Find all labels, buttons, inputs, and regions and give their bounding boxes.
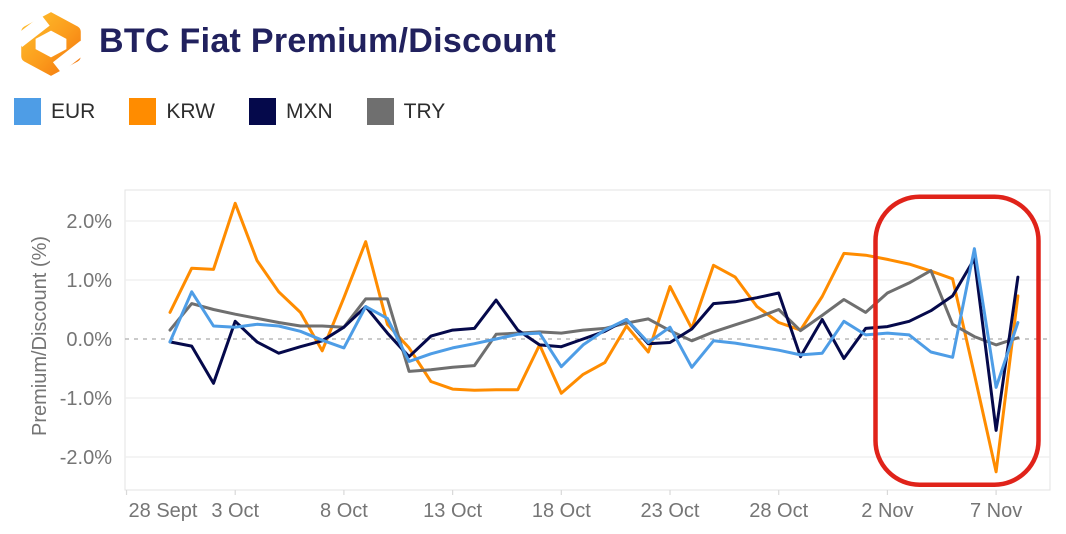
legend-item-krw[interactable]: KRW	[129, 98, 215, 125]
x-axis-tick-label: 28 Oct	[749, 500, 808, 522]
legend-label-mxn: MXN	[285, 99, 333, 123]
x-axis-tick-label: 28 Sept	[129, 500, 198, 522]
y-axis-tick-label: -1.0%	[60, 388, 112, 410]
legend-label-krw: KRW	[166, 99, 215, 123]
y-axis-tick-label: 0.0%	[66, 329, 112, 351]
series-line-try	[168, 269, 1020, 373]
x-axis-tick-label: 2 Nov	[861, 500, 913, 522]
y-axis-tick-label: -2.0%	[60, 447, 112, 469]
brand-logo-icon	[13, 12, 89, 76]
x-axis-tick-label: 8 Oct	[320, 500, 368, 522]
krw-color-swatch	[129, 98, 157, 125]
y-axis-tick-label: 1.0%	[66, 270, 112, 292]
plot-area[interactable]	[124, 189, 1051, 491]
legend-item-eur[interactable]: EUR	[14, 98, 95, 125]
series-line-mxn	[168, 257, 1020, 432]
legend-item-try[interactable]: TRY	[366, 98, 446, 125]
page-title: BTC Fiat Premium/Discount	[99, 22, 557, 60]
legend-label-try: TRY	[403, 99, 446, 123]
chart-legend: EUR KRW MXN TRY	[14, 98, 445, 125]
x-axis-tick-label: 7 Nov	[970, 500, 1022, 522]
series-line-eur	[168, 247, 1020, 389]
x-axis-tick-label: 3 Oct	[211, 500, 259, 522]
highlight-annotation	[873, 194, 1041, 487]
try-color-swatch	[366, 98, 394, 125]
eur-color-swatch	[14, 98, 41, 125]
legend-item-mxn[interactable]: MXN	[248, 98, 333, 125]
y-axis-tick-label: 2.0%	[66, 211, 112, 233]
legend-label-eur: EUR	[51, 99, 96, 123]
y-axis-title: Premium/Discount (%)	[29, 236, 51, 436]
x-axis-tick-label: 13 Oct	[423, 500, 482, 522]
x-axis-tick-label: 23 Oct	[641, 500, 700, 522]
mxn-color-swatch	[248, 98, 276, 125]
x-axis-tick-label: 18 Oct	[532, 500, 591, 522]
